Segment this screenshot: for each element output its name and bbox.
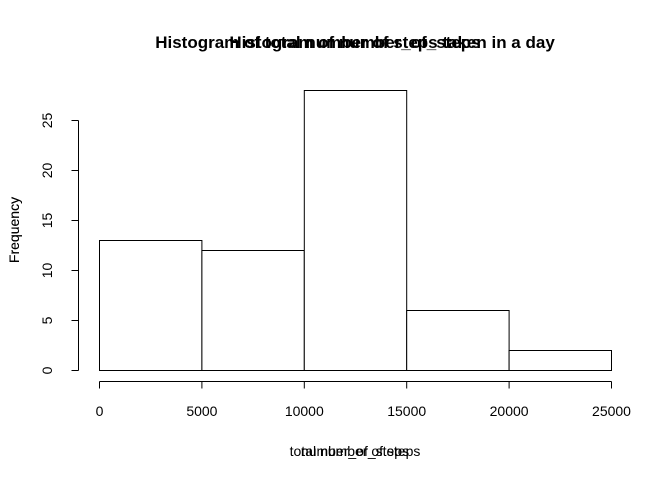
y-tick-label-0: 0 bbox=[39, 366, 55, 374]
x-tick-label-4: 20000 bbox=[490, 403, 529, 419]
x-tick-label-0: 0 bbox=[96, 403, 104, 419]
y-tick-label-3: 15 bbox=[39, 213, 55, 229]
x-tick-label-2: 10000 bbox=[285, 403, 324, 419]
y-axis-label-1: Frequency bbox=[6, 197, 22, 263]
y-tick-label-5: 25 bbox=[39, 113, 55, 129]
chart-title-1: Histogram of total number of steps taken… bbox=[155, 33, 555, 52]
chart-title-2: Histogram of number_of_steps bbox=[229, 33, 480, 52]
y-axis-label-2: Frequency bbox=[6, 197, 22, 263]
histogram-bar-2 bbox=[201, 250, 305, 371]
x-axis: 0 5000 10000 15000 20000 25000 bbox=[96, 381, 631, 419]
y-axis: 0 5 10 15 20 25 bbox=[39, 113, 79, 374]
histogram-bar-5 bbox=[508, 350, 613, 371]
y-tick-label-2: 10 bbox=[39, 263, 55, 279]
histogram-bar-3 bbox=[303, 90, 408, 371]
x-axis-label-1: total number of steps bbox=[290, 443, 421, 459]
y-tick-label-1: 5 bbox=[39, 316, 55, 324]
x-axis-label-2: number_of_steps bbox=[301, 443, 409, 459]
x-tick-label-1: 5000 bbox=[186, 403, 217, 419]
y-tick-label-4: 20 bbox=[39, 163, 55, 179]
histogram-bar-4 bbox=[406, 310, 510, 371]
x-tick-label-5: 25000 bbox=[592, 403, 631, 419]
bars-group bbox=[99, 90, 613, 371]
histogram-bar-1 bbox=[99, 240, 203, 371]
x-tick-label-3: 15000 bbox=[387, 403, 426, 419]
